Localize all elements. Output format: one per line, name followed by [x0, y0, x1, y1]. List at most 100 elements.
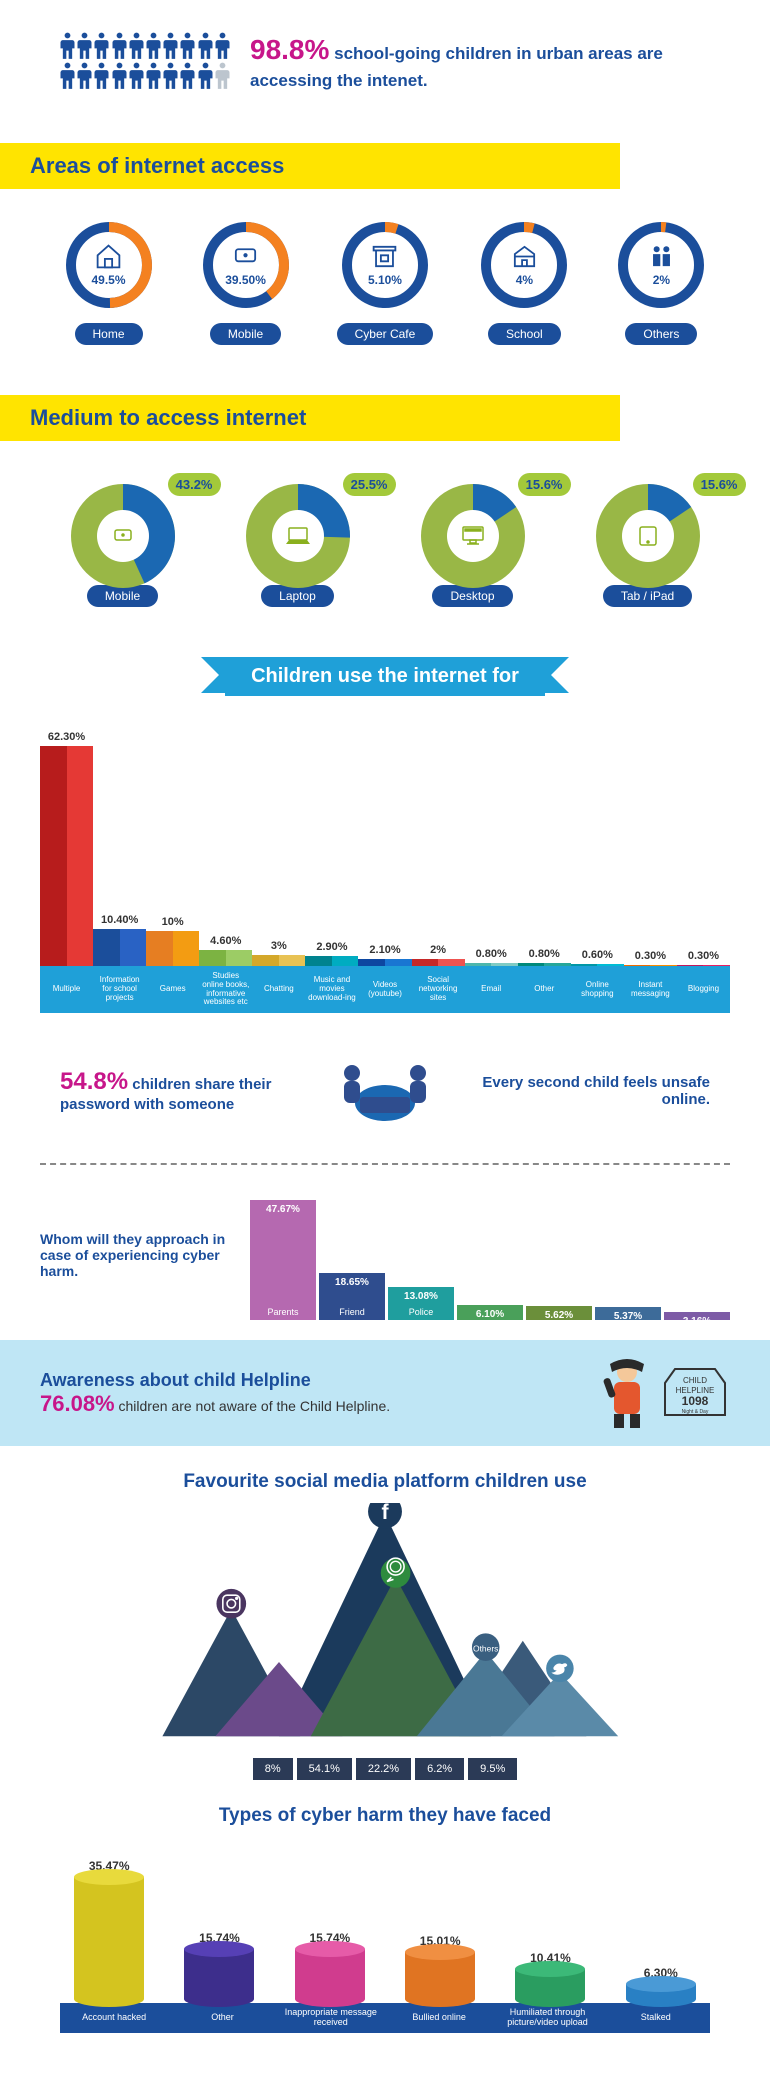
- pie-desktop: 15.6% Desktop: [403, 481, 543, 607]
- hero-text: 98.8% school-going children in urban are…: [250, 30, 710, 93]
- home-icon: [94, 242, 123, 271]
- usage-bar: 4.60%: [199, 935, 252, 966]
- usage-label: Online shopping: [571, 966, 624, 1013]
- usage-label: Games: [146, 966, 199, 1013]
- usage-label: Instant messaging: [624, 966, 677, 1013]
- hero-pct: 98.8%: [250, 34, 329, 65]
- usage-bar: 62.30%: [40, 731, 93, 966]
- svg-text:Night & Day: Night & Day: [682, 1409, 709, 1415]
- harm-bar: 10.41%: [501, 1951, 599, 2007]
- usage-label: Blogging: [677, 966, 730, 1013]
- approach-bar: 47.67%Parents: [250, 1200, 316, 1320]
- section-medium: Medium to access internet: [0, 395, 620, 441]
- donut-label: Others: [625, 323, 697, 345]
- helpline-icon: CHILDHELPLINE1098Night & Day: [602, 1358, 730, 1428]
- usage-label: Social networking sites: [412, 966, 465, 1013]
- areas-title: Areas of internet access: [30, 153, 590, 179]
- usage-bar: 3%: [252, 940, 305, 966]
- harm-title: Types of cyber harm they have faced: [0, 1805, 770, 1827]
- svg-text:1098: 1098: [682, 1394, 709, 1408]
- harm-label: Humiliated through picture/video upload: [493, 2003, 601, 2033]
- usage-bar: 10%: [146, 916, 199, 966]
- sharing-icon: [325, 1053, 445, 1128]
- divider: [40, 1163, 730, 1165]
- pie-laptop: 25.5% Laptop: [228, 481, 368, 607]
- mobile-icon: [68, 481, 178, 591]
- mountain-label: 8%: [253, 1758, 293, 1780]
- cafe-icon: [370, 242, 399, 271]
- usage-label: Music and movies download-ing: [305, 966, 358, 1013]
- mountain-label: 6.2%: [415, 1758, 464, 1780]
- donut-others: 2% Others: [615, 219, 707, 345]
- usage-label: Videos (youtube): [358, 966, 411, 1013]
- laptop-icon: [243, 481, 353, 591]
- harm-label: Stalked: [602, 2003, 710, 2033]
- mobile-icon: [231, 242, 260, 271]
- ribbon-usage: Children use the internet for: [0, 657, 770, 696]
- mountain-chart: f Others 8%54.1%22.2%6.2%9.5%: [0, 1503, 770, 1780]
- usage-label: Information for school projects: [93, 966, 146, 1013]
- harm-label: Bullied online: [385, 2003, 493, 2033]
- donut-label: Home: [75, 323, 143, 345]
- usage-label: Email: [465, 966, 518, 1013]
- svg-text:CHILD: CHILD: [683, 1376, 707, 1385]
- usage-title: Children use the internet for: [225, 657, 545, 696]
- approach-bar: 13.08%Police: [388, 1287, 454, 1320]
- approach-chart: Whom will they approach in case of exper…: [0, 1180, 770, 1340]
- usage-label: Other: [518, 966, 571, 1013]
- approach-bar: 5.62%Sibling: [526, 1306, 592, 1320]
- mountain-label: 9.5%: [468, 1758, 517, 1780]
- approach-bar: 5.37%No one: [595, 1307, 661, 1321]
- helpline-desc: children are not aware of the Child Help…: [115, 1398, 391, 1414]
- donut-label: Mobile: [210, 323, 281, 345]
- svg-text:f: f: [381, 1503, 389, 1524]
- harm-label: Inappropriate message received: [277, 2003, 385, 2033]
- harm-bar: 15.01%: [391, 1934, 489, 2007]
- pie-row: 43.2% Mobile 25.5% Laptop 15.6% Desktop …: [0, 461, 770, 627]
- social-title: Favourite social media platform children…: [0, 1471, 770, 1493]
- usage-chart: 62.30%10.40%10%4.60%3%2.90%2.10%2%0.80%0…: [0, 706, 770, 1013]
- usage-bar: 0.30%: [677, 950, 730, 966]
- harm-chart: 35.47%15.74%15.74%15.01%10.41%6.30% Acco…: [0, 1837, 770, 2033]
- donut-mobile: 39.50% Mobile: [200, 219, 292, 345]
- approach-bar: 18.65%Friend: [319, 1273, 385, 1320]
- usage-bar: 2.10%: [358, 944, 411, 966]
- donut-school: 4% School: [478, 219, 570, 345]
- harm-bar: 6.30%: [612, 1966, 710, 2007]
- donut-label: School: [488, 323, 561, 345]
- password-stats: 54.8% children share their password with…: [0, 1013, 770, 1148]
- usage-bar: 0.80%: [518, 948, 571, 966]
- people-icon: [647, 242, 676, 271]
- helpline-text: Awareness about child Helpline 76.08% ch…: [40, 1370, 582, 1417]
- approach-title: Whom will they approach in case of exper…: [40, 1231, 230, 1279]
- helpline-pct: 76.08%: [40, 1391, 115, 1416]
- svg-text:Others: Others: [473, 1644, 498, 1654]
- password-right: Every second child feels unsafe online.: [465, 1074, 710, 1108]
- school-icon: [510, 242, 539, 271]
- usage-bar: 0.80%: [465, 948, 518, 966]
- usage-bar: 0.60%: [571, 949, 624, 966]
- usage-bar: 0.30%: [624, 950, 677, 966]
- usage-label: Studies online books, informative websit…: [199, 966, 252, 1013]
- mountain-label: 54.1%: [297, 1758, 352, 1780]
- harm-label: Other: [168, 2003, 276, 2033]
- section-areas: Areas of internet access: [0, 143, 620, 189]
- people-icons: [60, 32, 230, 90]
- usage-bar: 10.40%: [93, 914, 146, 966]
- password-left: 54.8% children share their password with…: [60, 1068, 305, 1113]
- harm-bar: 15.74%: [170, 1931, 268, 2007]
- tablet-icon: [593, 481, 703, 591]
- usage-bar: 2.90%: [305, 941, 358, 966]
- medium-title: Medium to access internet: [30, 405, 590, 431]
- hero-stat: 98.8% school-going children in urban are…: [0, 0, 770, 113]
- usage-bar: 2%: [412, 944, 465, 966]
- donut-home: 49.5% Home: [63, 219, 155, 345]
- harm-label: Account hacked: [60, 2003, 168, 2033]
- approach-bar: 3.16%Counsellor: [664, 1312, 730, 1320]
- donut-row: 49.5% Home 39.50% Mobile 5.10% Cyber Caf…: [0, 209, 770, 365]
- pie-tab-ipad: 15.6% Tab / iPad: [578, 481, 718, 607]
- mountain-label: 22.2%: [356, 1758, 411, 1780]
- harm-bar: 15.74%: [281, 1931, 379, 2007]
- harm-bar: 35.47%: [60, 1859, 158, 2007]
- donut-cyber-cafe: 5.10% Cyber Cafe: [337, 219, 434, 345]
